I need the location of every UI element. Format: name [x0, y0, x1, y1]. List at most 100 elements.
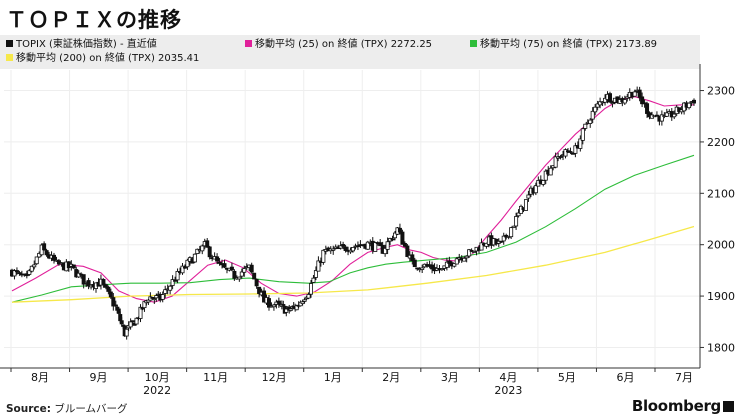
candle-body [262, 290, 267, 303]
candle-body [402, 242, 407, 247]
candle-body [44, 250, 49, 256]
candle-body [239, 271, 244, 277]
x-tick-label: 3月 [441, 371, 459, 384]
candle-body [393, 232, 398, 239]
series-line-3 [11, 225, 695, 303]
candle-body [37, 252, 42, 258]
candle-body [469, 249, 474, 252]
candle-body [499, 240, 504, 243]
candle-body [578, 138, 583, 149]
candle-body [71, 264, 76, 269]
candle-body [300, 301, 305, 305]
candle-body [412, 259, 417, 268]
candle-body [207, 246, 212, 258]
candle-body [281, 304, 286, 306]
candle-body [249, 264, 254, 273]
candlesticks [9, 86, 697, 340]
x-tick-label: 6月 [616, 371, 634, 384]
legend-value-ma200: 2035.41 [158, 53, 200, 64]
candle-body [101, 279, 106, 285]
candle-body [588, 119, 593, 124]
candle-body [664, 112, 669, 117]
candle-body [573, 145, 578, 154]
y-tick-label: 2000 [707, 239, 735, 252]
candle-body [548, 167, 553, 176]
candle-body [266, 298, 271, 308]
legend-item-ma200[interactable]: 移動平均 (200) on 終値 (TPX) 2035.41 [6, 53, 199, 65]
source-label: Source: [6, 403, 51, 415]
candle-body [444, 261, 449, 268]
candle-body [526, 194, 531, 199]
candle-body [464, 255, 469, 259]
candle-body [484, 242, 489, 247]
candle-body [321, 249, 326, 263]
candle-body [182, 266, 187, 269]
candle-body [622, 99, 627, 104]
candle-body [311, 277, 316, 283]
series-line-1 [11, 96, 695, 303]
x-year-label: 2023 [494, 384, 522, 397]
candle-body [229, 266, 234, 271]
legend-item-ma75[interactable]: 移動平均 (75) on 終値 (TPX) 2173.89 [470, 39, 657, 51]
candle-body [472, 251, 477, 253]
candle-body [271, 304, 276, 308]
x-tick-label: 2月 [382, 371, 400, 384]
candle-body [610, 102, 615, 105]
candle-body [168, 285, 173, 291]
legend-swatch-icon [6, 54, 13, 61]
candle-body [205, 240, 210, 248]
candle-body [170, 279, 175, 286]
candle-body [378, 242, 383, 247]
candle-body [103, 284, 108, 288]
candle-body [672, 113, 677, 118]
candle-body [543, 170, 548, 181]
legend: TOPIX (東証株価指数) - 直近値 移動平均 (25) on 終値 (TP… [0, 35, 700, 69]
candle-body [514, 216, 519, 227]
y-tick-label: 1800 [707, 341, 735, 354]
candle-body [343, 246, 348, 251]
legend-item-ma25[interactable]: 移動平均 (25) on 終値 (TPX) 2272.25 [245, 39, 432, 51]
candle-body [511, 225, 516, 228]
candle-body [288, 308, 293, 311]
candle-body [570, 152, 575, 155]
candle-body [509, 227, 514, 238]
candle-body [111, 297, 116, 307]
candle-body [313, 270, 318, 278]
legend-item-topix[interactable]: TOPIX (東証株価指数) - 直近値 [6, 39, 157, 51]
candle-body [14, 270, 19, 273]
candle-body [257, 286, 262, 294]
candle-body [163, 289, 168, 294]
candle-body [645, 103, 650, 114]
y-tick-label: 2200 [707, 136, 735, 149]
candle-body [306, 294, 311, 299]
candle-body [308, 283, 313, 295]
candle-body [692, 99, 697, 104]
x-tick-label: 7月 [675, 371, 693, 384]
candle-body [52, 254, 57, 261]
candle-body [173, 279, 178, 282]
x-tick-label: 11月 [203, 371, 228, 384]
candle-body [200, 245, 205, 252]
candle-body [81, 274, 86, 285]
candle-body [338, 245, 343, 249]
candle-body [27, 270, 32, 275]
brand-mark-icon [723, 401, 734, 412]
candle-body [217, 261, 222, 264]
y-tick-label: 2300 [707, 85, 735, 98]
candle-body [254, 279, 259, 287]
candle-body [195, 248, 200, 254]
y-tick-label: 2100 [707, 187, 735, 200]
x-year-label: 2022 [143, 384, 171, 397]
candle-body [32, 264, 37, 268]
candle-body [222, 263, 227, 268]
candle-body [86, 280, 91, 287]
candle-body [119, 320, 124, 325]
candle-body [452, 263, 457, 267]
candle-body [637, 89, 642, 98]
candle-body [383, 247, 388, 255]
candle-body [687, 102, 692, 109]
moving-average-lines [11, 96, 695, 303]
candle-body [430, 264, 435, 270]
candle-body [134, 317, 139, 325]
source-note: Source: ブルームバーグ [6, 401, 128, 416]
